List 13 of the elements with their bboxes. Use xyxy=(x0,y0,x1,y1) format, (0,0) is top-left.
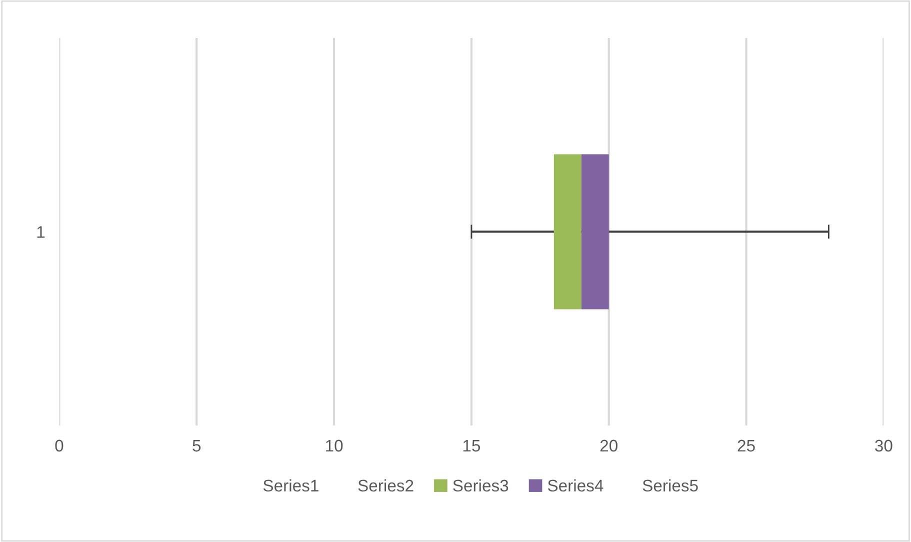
x-tick-label: 20 xyxy=(600,440,618,452)
x-tick-label: 10 xyxy=(326,440,343,452)
x-tick-label: 0 xyxy=(55,440,64,452)
x-tick-label: 15 xyxy=(463,440,480,452)
x-tick-label: 30 xyxy=(875,440,892,452)
text: Series2 xyxy=(358,479,414,492)
legend-label: Series3 xyxy=(453,479,508,492)
x-tick-label: 5 xyxy=(192,440,201,452)
y-tick-label: 1 xyxy=(37,226,45,238)
text: Series5 xyxy=(642,479,698,492)
text: Series1 xyxy=(263,479,318,492)
legend-label: Series4 xyxy=(548,479,604,492)
x-tick-label: 25 xyxy=(738,440,755,452)
